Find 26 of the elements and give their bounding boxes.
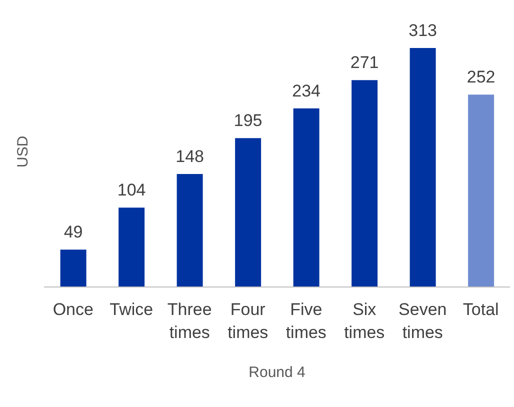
- bar: [235, 138, 262, 287]
- data-label: 195: [234, 111, 262, 130]
- y-axis-title: USD: [14, 136, 32, 168]
- bar: [176, 174, 203, 287]
- bar: [410, 48, 436, 287]
- x-tick-label: Three times: [167, 300, 212, 342]
- bar: [60, 250, 86, 287]
- data-label: 271: [350, 53, 379, 72]
- bar: [468, 94, 494, 287]
- bar: [293, 108, 320, 287]
- x-tick-label: Once: [52, 300, 94, 319]
- data-label: 234: [292, 81, 320, 100]
- x-tick-label: Six times: [344, 300, 385, 342]
- x-tick-label: Seven times: [398, 300, 447, 342]
- bar: [352, 80, 378, 287]
- data-label: 49: [64, 222, 83, 242]
- data-label: 148: [176, 146, 204, 166]
- x-axis-title: Round 4: [248, 364, 306, 381]
- x-tick-label: Five times: [286, 300, 326, 342]
- x-tick-label: Total: [462, 300, 499, 319]
- bar: [118, 208, 145, 287]
- data-label: 104: [117, 180, 146, 200]
- x-tick-label: Twice: [110, 300, 154, 319]
- data-label: 313: [408, 21, 437, 40]
- data-label: 252: [466, 68, 496, 87]
- x-tick-label: Four times: [228, 300, 268, 342]
